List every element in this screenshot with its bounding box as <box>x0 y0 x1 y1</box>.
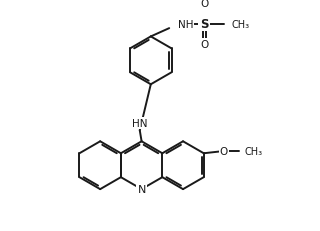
Text: O: O <box>220 147 228 157</box>
Text: CH₃: CH₃ <box>244 147 262 157</box>
Text: N: N <box>137 184 146 194</box>
Text: HN: HN <box>132 118 148 128</box>
Text: O: O <box>200 40 208 50</box>
Text: CH₃: CH₃ <box>232 19 250 29</box>
Text: O: O <box>200 0 208 9</box>
Text: NH: NH <box>179 19 194 29</box>
Text: S: S <box>200 18 208 31</box>
